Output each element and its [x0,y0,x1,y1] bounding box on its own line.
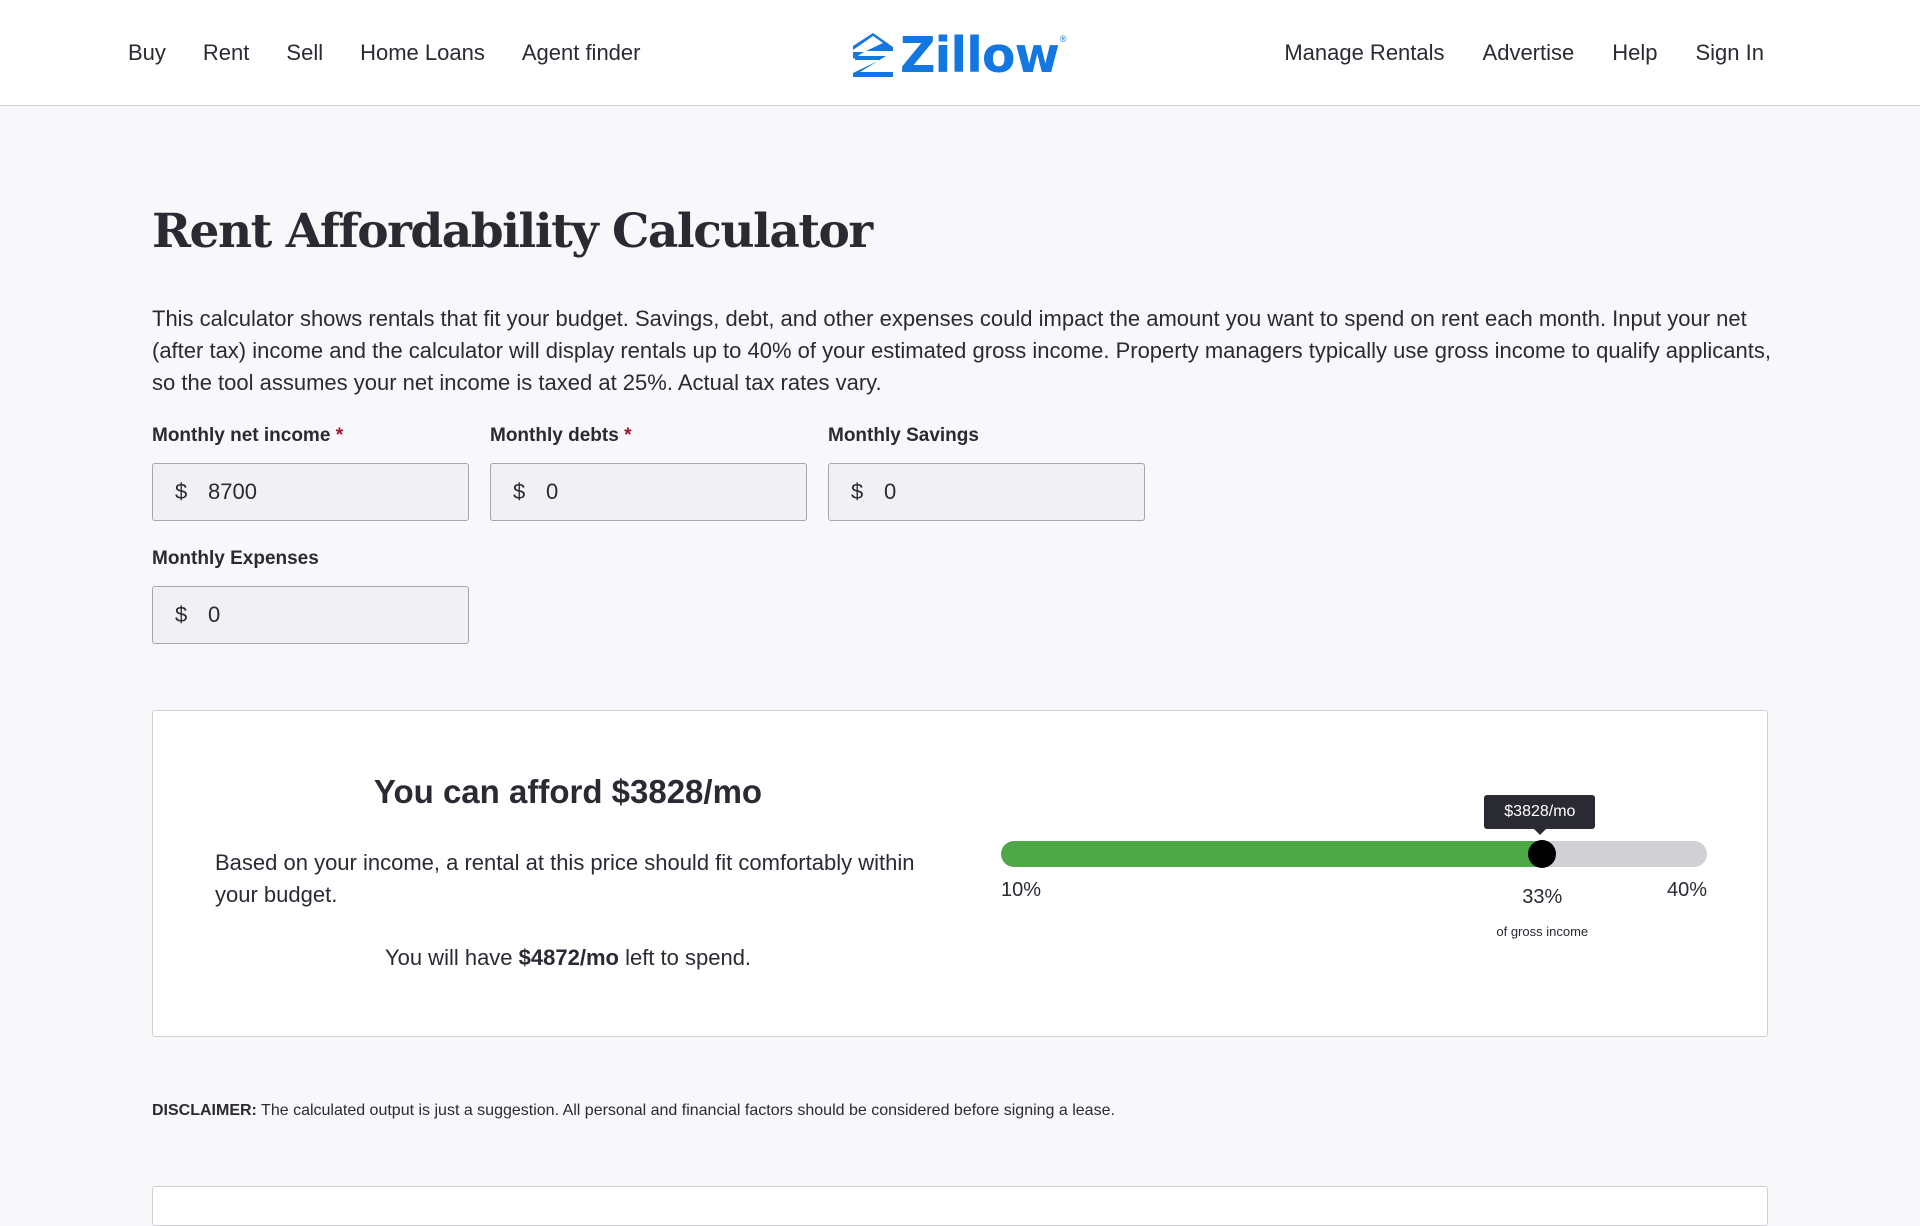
slider-min-label: 10% [1001,879,1042,901]
net-income-label: Monthly net income * [152,425,469,451]
nav-left: Buy Rent Sell Home Loans Agent finder [128,0,677,106]
result-card: You can afford $3828/mo Based on your in… [152,710,1768,1037]
site-header: Buy Rent Sell Home Loans Agent finder Zi… [0,0,1920,106]
expenses-input-box: $ [152,586,469,644]
field-net-income: Monthly net income * $ [152,425,469,521]
savings-label: Monthly Savings [828,425,979,446]
left-to-spend-prefix: You will have [384,945,519,970]
nav-sell[interactable]: Sell [286,40,324,65]
affordability-slider: $3828/mo 10% 40% 33% of gross income [1001,711,1707,1038]
nav-advertise[interactable]: Advertise [1482,40,1575,65]
currency-symbol: $ [175,602,188,627]
savings-input[interactable] [884,479,1124,505]
net-income-input[interactable] [208,479,448,505]
slider-track[interactable] [1001,841,1707,867]
disclaimer-label: DISCLAIMER: [152,1102,257,1119]
slider-fill [1001,841,1543,867]
nav-right: Manage Rentals Advertise Help Sign In [1246,0,1764,106]
nav-rent[interactable]: Rent [202,40,250,65]
slider-tooltip: $3828/mo [1484,795,1596,835]
left-to-spend: You will have $4872/mo left to spend. [153,945,983,971]
debts-input[interactable] [546,479,786,505]
nav-buy[interactable]: Buy [128,40,166,65]
nav-help[interactable]: Help [1612,40,1658,65]
page-title: Rent Affordability Calculator [152,204,873,259]
slider-current-label: 33% [1522,886,1563,908]
currency-symbol: $ [513,479,526,504]
afford-description: Based on your income, a rental at this p… [215,850,915,907]
left-to-spend-suffix: left to spend. [618,945,752,970]
savings-input-box: $ [828,463,1145,521]
debts-input-box: $ [490,463,807,521]
currency-symbol: $ [851,479,864,504]
required-mark: * [335,425,344,446]
afford-amount-heading: You can afford $3828/mo [373,773,763,810]
registered-mark: ® [1059,34,1067,44]
slider-thumb[interactable] [1528,840,1557,868]
debts-label-text: Monthly debts [490,425,619,446]
zillow-house-icon [853,33,893,77]
expenses-label: Monthly Expenses [152,548,319,569]
net-income-input-box: $ [152,463,469,521]
next-section-card [152,1186,1768,1226]
expenses-input[interactable] [208,602,448,628]
slider-current-sublabel: of gross income [1496,924,1589,939]
field-savings: Monthly Savings $ [828,425,1145,521]
currency-symbol: $ [175,479,188,504]
net-income-label-text: Monthly net income [152,425,331,446]
disclaimer-text: The calculated output is just a suggesti… [256,1102,1115,1119]
required-mark: * [624,425,632,446]
debts-label: Monthly debts * [490,425,807,451]
nav-agent-finder[interactable]: Agent finder [521,40,641,65]
nav-manage-rentals[interactable]: Manage Rentals [1284,40,1445,65]
slider-max-label: 40% [1666,879,1707,901]
nav-sign-in[interactable]: Sign In [1695,40,1765,65]
field-expenses: Monthly Expenses $ [152,548,469,644]
logo-wordmark: Zillow [900,26,1060,84]
disclaimer: DISCLAIMER: The calculated output is jus… [152,1102,1115,1120]
intro-text: This calculator shows rentals that fit y… [152,306,1771,395]
zillow-logo[interactable]: Zillow ® [852,30,1067,80]
nav-home-loans[interactable]: Home Loans [360,40,485,65]
field-debts: Monthly debts * $ [490,425,807,521]
left-to-spend-amount: $4872/mo [518,945,619,970]
